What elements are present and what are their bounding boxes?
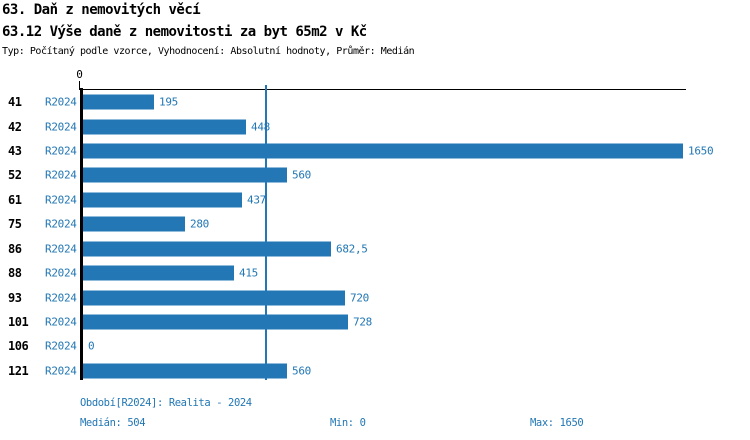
row-period-label: R2024 [45, 339, 77, 353]
axis-zero-tick-label: 0 [76, 68, 83, 81]
page-title: 63. Daň z nemovitých věcí [2, 2, 201, 18]
bar [83, 216, 185, 232]
row-period-label: R2024 [45, 144, 77, 158]
axis-zero-tick-mark [79, 81, 80, 90]
bar-value-label: 682,5 [336, 242, 368, 256]
bar-value-label: 560 [292, 168, 311, 182]
row-id-label: 75 [8, 217, 22, 232]
bar-value-label: 437 [247, 193, 266, 207]
row-period-label: R2024 [45, 242, 77, 256]
row-id-label: 106 [8, 339, 29, 354]
row-period-label: R2024 [45, 291, 77, 305]
top-axis-line [81, 89, 686, 90]
bar-value-label: 0 [88, 339, 95, 353]
row-period-label: R2024 [45, 364, 77, 378]
footer-period-label: Období[R2024]: Realita - 2024 [80, 397, 252, 409]
bar-row: 121 R2024 560 [0, 359, 750, 383]
row-id-label: 42 [8, 119, 22, 134]
row-id-label: 43 [8, 144, 22, 159]
bar-value-label: 560 [292, 364, 311, 378]
bar-row: 101 R2024 728 [0, 310, 750, 334]
row-id-label: 121 [8, 363, 29, 378]
median-line [265, 85, 267, 380]
row-period-label: R2024 [45, 168, 77, 182]
chart-subtitle: 63.12 Výše daně z nemovitosti za byt 65m… [2, 24, 367, 40]
row-period-label: R2024 [45, 315, 77, 329]
bar [83, 143, 683, 159]
row-period-label: R2024 [45, 120, 77, 134]
bar-row: 52 R2024 560 [0, 163, 750, 187]
bar [83, 119, 246, 135]
row-period-label: R2024 [45, 266, 77, 280]
bar [83, 363, 287, 379]
bar-value-label: 280 [190, 217, 209, 231]
row-period-label: R2024 [45, 217, 77, 231]
row-id-label: 93 [8, 290, 22, 305]
chart-meta-info: Typ: Počítaný podle vzorce, Vyhodnocení:… [2, 46, 415, 57]
bar [83, 241, 331, 257]
bar-row: 93 R2024 720 [0, 285, 750, 309]
bar [83, 192, 242, 208]
bar-row: 75 R2024 280 [0, 212, 750, 236]
row-id-label: 88 [8, 266, 22, 281]
bar [83, 265, 234, 281]
bar-value-label: 415 [239, 266, 258, 280]
bar [83, 314, 348, 330]
bar-rows: 41 R2024 195 42 R2024 448 43 R2024 1650 … [0, 90, 750, 383]
bar-row: 88 R2024 415 [0, 261, 750, 285]
row-id-label: 52 [8, 168, 22, 183]
footer-min-stat: Min: 0 [330, 417, 366, 429]
y-axis-line [80, 88, 83, 380]
bar-value-label: 720 [350, 291, 369, 305]
bar [83, 167, 287, 183]
row-id-label: 101 [8, 315, 29, 329]
footer-median-stat: Medián: 504 [80, 417, 146, 429]
bar-value-label: 195 [159, 95, 178, 109]
bar-row: 106 R2024 0 [0, 334, 750, 358]
row-id-label: 61 [8, 192, 22, 207]
bar-value-label: 448 [251, 120, 270, 134]
bar-row: 43 R2024 1650 [0, 139, 750, 163]
row-id-label: 41 [8, 95, 22, 110]
footer-max-stat: Max: 1650 [530, 417, 584, 429]
bar-value-label: 728 [353, 315, 372, 329]
bar-row: 41 R2024 195 [0, 90, 750, 114]
bar-row: 86 R2024 682,5 [0, 237, 750, 261]
row-period-label: R2024 [45, 95, 77, 109]
row-id-label: 86 [8, 241, 22, 256]
bar-value-label: 1650 [688, 144, 714, 158]
bar-row: 61 R2024 437 [0, 188, 750, 212]
row-period-label: R2024 [45, 193, 77, 207]
bar [83, 94, 154, 110]
bar [83, 290, 345, 306]
bar-row: 42 R2024 448 [0, 114, 750, 138]
